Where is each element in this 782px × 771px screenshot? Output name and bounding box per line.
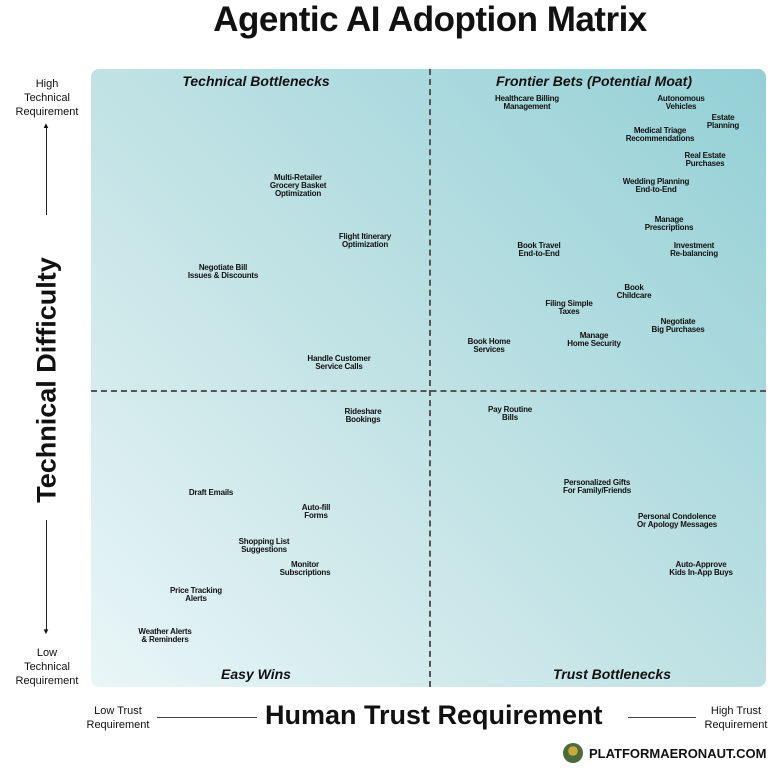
y-arrow-down [46, 520, 47, 630]
matrix-item: Investment Re-balancing [670, 241, 718, 258]
matrix-item: Personal Condolence Or Apology Messages [637, 512, 717, 529]
x-low-label: Low Trust Requirement [86, 705, 150, 731]
matrix-plot: Technical Bottlenecks Frontier Bets (Pot… [91, 69, 766, 687]
arrowhead-up-icon: ▲ [42, 121, 50, 130]
matrix-item: Negotiate Big Purchases [651, 317, 705, 334]
x-axis-title: Human Trust Requirement [265, 700, 603, 730]
chart-title: Agentic AI Adoption Matrix [213, 0, 647, 39]
quadrant-title-easy-wins: Easy Wins [221, 666, 291, 682]
matrix-item: Multi-Retailer Grocery Basket Optimizati… [269, 173, 327, 198]
matrix-item: Handle Customer Service Calls [307, 354, 371, 371]
matrix-item: Medical Triage Recommendations [625, 126, 695, 143]
matrix-item: Filing Simple Taxes [545, 299, 593, 316]
matrix-item: Real Estate Purchases [684, 151, 726, 168]
quadrant-title-technical-bottlenecks: Technical Bottlenecks [182, 73, 330, 89]
aeronaut-logo-icon [563, 743, 583, 763]
matrix-item: Negotiate Bill Issues & Discounts [187, 263, 259, 280]
matrix-item: Estate Planning [706, 113, 740, 130]
matrix-item: Auto-fill Forms [301, 503, 331, 520]
matrix-item: Pay Routine Bills [487, 405, 533, 422]
matrix-item: Autonomous Vehicles [657, 94, 705, 111]
x-high-label: High Trust Requirement [704, 705, 768, 731]
matrix-item: Wedding Planning End-to-End [622, 177, 690, 194]
x-arrow-left [157, 717, 257, 718]
brand-text: PLATFORMAERONAUT.COM [589, 745, 767, 761]
matrix-item: Rideshare Bookings [344, 407, 382, 424]
matrix-item: Manage Prescriptions [644, 215, 694, 232]
matrix-item: Healthcare Billing Management [495, 94, 559, 111]
matrix-item: Price Tracking Alerts [170, 586, 222, 603]
matrix-item: Draft Emails [188, 488, 234, 497]
x-arrow-right [628, 717, 696, 718]
y-low-label: Low Technical Requirement [15, 647, 79, 687]
vertical-divider [429, 69, 431, 687]
y-arrow-up [46, 125, 47, 215]
matrix-item: Shopping List Suggestions [238, 537, 290, 554]
matrix-item: Book Travel End-to-End [517, 241, 561, 258]
y-high-label: High Technical Requirement [15, 78, 79, 118]
matrix-item: Monitor Subscriptions [279, 560, 331, 577]
matrix-item: Personalized Gifts For Family/Friends [563, 478, 631, 495]
matrix-item: Book Childcare [616, 283, 652, 300]
matrix-item: Weather Alerts & Reminders [138, 627, 192, 644]
quadrant-title-trust-bottlenecks: Trust Bottlenecks [553, 666, 671, 682]
matrix-item: Book Home Services [467, 337, 511, 354]
quadrant-title-frontier-bets: Frontier Bets (Potential Moat) [495, 73, 693, 89]
brand-logo: PLATFORMAERONAUT.COM [563, 743, 766, 763]
horizontal-divider [91, 390, 766, 392]
matrix-item: Auto-Approve Kids In-App Buys [669, 560, 733, 577]
matrix-item: Flight Itinerary Optimization [338, 232, 392, 249]
y-axis-title: Technical Difficulty [31, 257, 62, 503]
matrix-item: Manage Home Security [567, 331, 621, 348]
arrowhead-down-icon: ▼ [42, 627, 50, 636]
